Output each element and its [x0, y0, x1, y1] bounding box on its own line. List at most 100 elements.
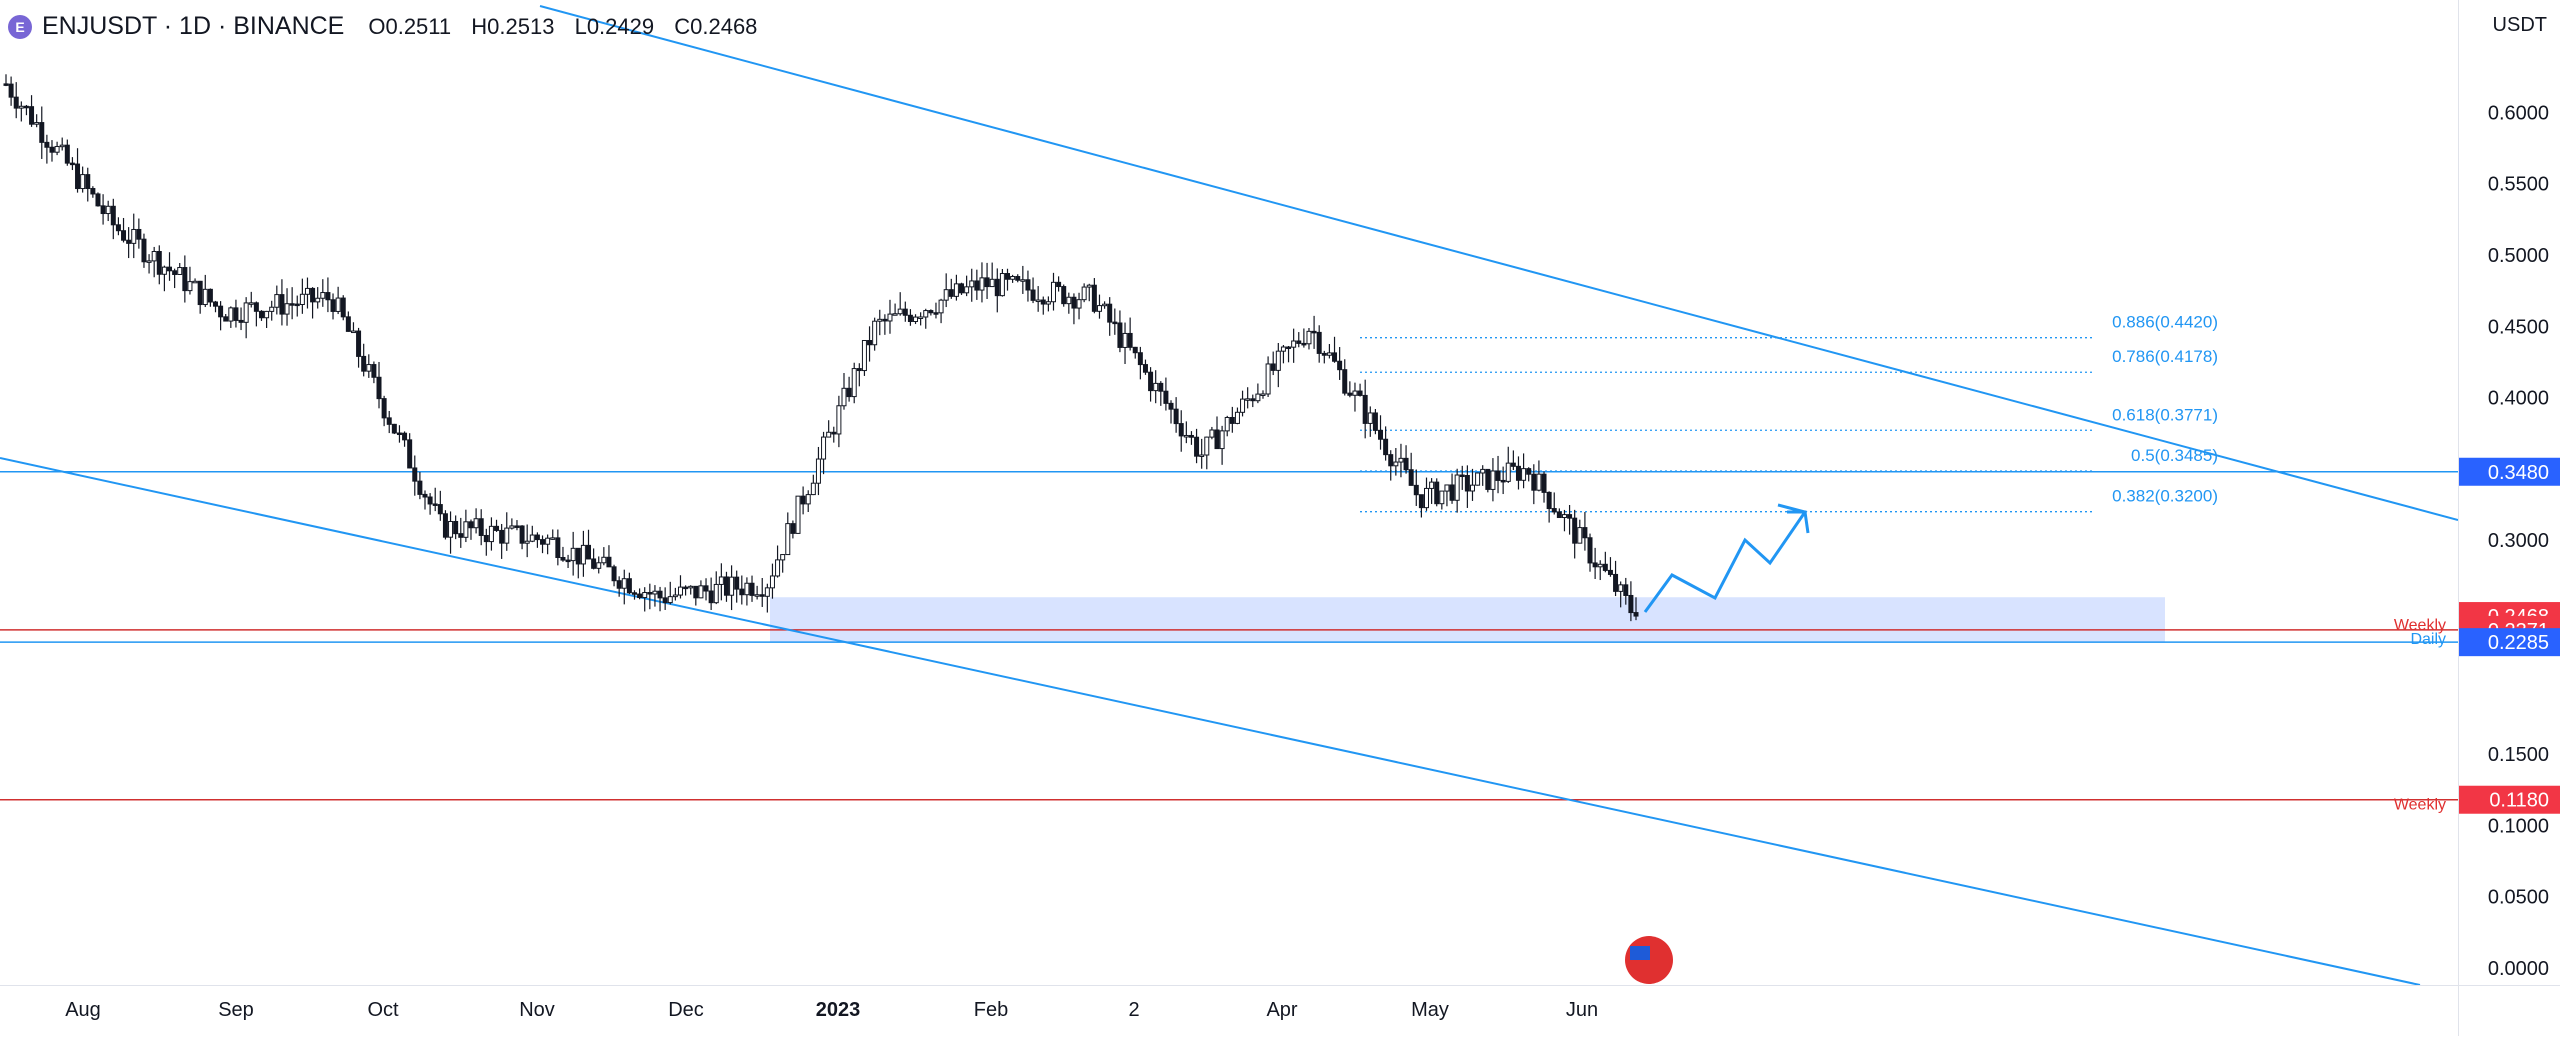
- currency-label[interactable]: USDT: [2492, 14, 2547, 36]
- candle-body: [795, 495, 801, 534]
- candle-body: [1117, 322, 1123, 348]
- candle-body: [233, 307, 239, 321]
- candle-body: [345, 316, 351, 332]
- candle-body: [1388, 454, 1394, 467]
- time-tick-8: Apr: [1266, 999, 1297, 1021]
- candle-body: [1306, 330, 1312, 345]
- candle-body: [540, 539, 546, 545]
- candle-body: [718, 576, 724, 585]
- high-value: H0.2513: [471, 13, 555, 39]
- candle-body: [1229, 416, 1235, 424]
- candle-body: [310, 287, 316, 303]
- candle-body: [207, 288, 213, 303]
- candle-body: [386, 417, 392, 425]
- candle-body: [821, 436, 827, 460]
- candle-body: [1148, 371, 1154, 392]
- candle-body: [851, 368, 857, 398]
- candle-body: [1260, 393, 1266, 396]
- candle-body: [565, 559, 571, 563]
- time-scale[interactable]: Aug Sep Oct Nov Dec 2023 Feb 2 Apr May Jun: [0, 985, 2458, 1036]
- candle-body: [1490, 470, 1496, 490]
- candle-body: [1234, 411, 1240, 424]
- candle-body: [1454, 474, 1460, 501]
- candle-body: [289, 303, 295, 306]
- price-tick-5: 0.3000: [2488, 530, 2549, 552]
- candle-body: [570, 547, 576, 562]
- candle-body: [1025, 279, 1031, 291]
- candle-body: [315, 297, 321, 303]
- candle-body: [432, 503, 438, 506]
- candle-body: [1587, 537, 1593, 564]
- price-label-0: 0.3480: [2488, 462, 2549, 484]
- candle-body: [667, 596, 673, 604]
- candle-body: [734, 576, 740, 590]
- candlestick-chart[interactable]: 0.886(0.4420) 0.786(0.4178) 0.618(0.3771) 0…: [0, 0, 2458, 985]
- candle-body: [458, 533, 464, 538]
- candle-body: [907, 314, 913, 323]
- scale-corner: [2458, 985, 2560, 1036]
- candle-body: [402, 432, 408, 441]
- candle-body: [1372, 412, 1378, 431]
- candle-body: [1219, 430, 1225, 450]
- candle-body: [1500, 479, 1506, 483]
- candle-body: [1592, 562, 1598, 568]
- candle-body: [1122, 332, 1128, 348]
- candle-body: [126, 239, 132, 244]
- candle-body: [182, 267, 188, 292]
- candle-body: [693, 585, 699, 599]
- candle-body: [212, 301, 218, 307]
- candle-body: [1081, 286, 1087, 301]
- candle-body: [1188, 434, 1194, 438]
- candle-body: [943, 289, 949, 301]
- candle-body: [1296, 340, 1302, 344]
- candle-body: [1102, 303, 1108, 307]
- candle-body: [1505, 462, 1511, 482]
- candle-body: [964, 286, 970, 294]
- candle-body: [1107, 303, 1113, 323]
- candle-body: [453, 520, 459, 535]
- candle-body: [1613, 573, 1619, 592]
- candle-body: [1551, 508, 1557, 513]
- candle-body: [1112, 321, 1118, 325]
- candle-body: [1158, 382, 1164, 392]
- candles: [3, 74, 1639, 622]
- candle-body: [187, 281, 193, 292]
- candle-body: [258, 310, 264, 319]
- candle-body: [1561, 514, 1567, 519]
- ohlc-values: O0.2511 H0.2513 L0.2429 C0.2468: [368, 14, 771, 40]
- candle-body: [284, 303, 290, 315]
- candle-body: [1153, 382, 1159, 392]
- candle-body: [202, 288, 208, 306]
- candle-body: [69, 162, 75, 166]
- candle-body: [1464, 474, 1470, 492]
- price-tick-1: 0.5500: [2488, 174, 2549, 196]
- time-tick-9: May: [1411, 999, 1449, 1021]
- candle-body: [1178, 423, 1184, 437]
- candle-body: [1413, 484, 1419, 496]
- price-label-bg-4: [2459, 785, 2560, 814]
- time-axis: Aug Sep Oct Nov Dec 2023 Feb 2 Apr May Jun: [65, 999, 1598, 1021]
- candle-body: [1337, 360, 1343, 371]
- price-tick-2: 0.5000: [2488, 245, 2549, 267]
- candle-body: [1163, 390, 1169, 404]
- candle-body: [350, 330, 356, 334]
- candle-body: [1541, 473, 1547, 493]
- candle-body: [90, 188, 96, 195]
- candle-body: [1209, 429, 1215, 438]
- candle-body: [1572, 517, 1578, 544]
- candle-body: [1173, 408, 1179, 425]
- price-scale[interactable]: USDT 0.6000 0.5500 0.5000 0.4500 0.4000 0.300…: [2458, 0, 2560, 985]
- arrow-head: [1787, 510, 1810, 534]
- candle-body: [1035, 299, 1041, 303]
- candle-body: [1342, 369, 1348, 394]
- candle-body: [1618, 584, 1624, 592]
- candle-body: [1485, 468, 1491, 490]
- candle-body: [473, 518, 479, 529]
- candle-body: [1066, 296, 1072, 305]
- candle-body: [1316, 331, 1322, 354]
- candle-body: [534, 534, 540, 541]
- candle-body: [141, 238, 147, 263]
- candle-body: [989, 278, 995, 288]
- symbol-title[interactable]: ENJUSDT · 1D · BINANCE: [42, 12, 345, 40]
- chart-area[interactable]: 0.886(0.4420) 0.786(0.4178) 0.618(0.3771) 0…: [0, 0, 2458, 985]
